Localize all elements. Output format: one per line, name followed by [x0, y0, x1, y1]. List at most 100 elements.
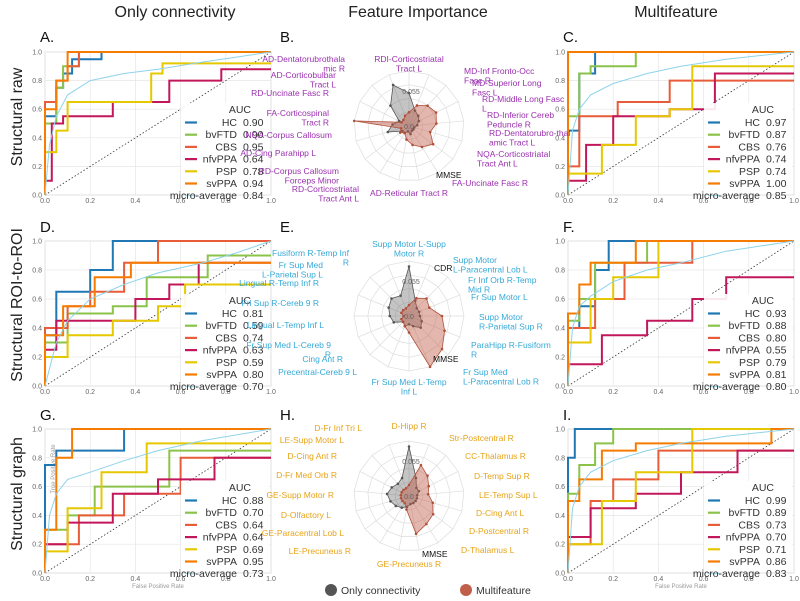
- radar-axis-label-cing-ant-r: Cing Ant R: [302, 354, 343, 364]
- legend-title: AUC: [752, 295, 775, 307]
- radar-axis-label-line: FA-Uncinate Fasc R: [452, 178, 528, 188]
- radar-point-multifeature: [434, 111, 438, 114]
- roc-panel-i: I. 0.00.0 0.2 0.2 0.4 0.4 0.6 0.6 0.8 0.8 1.0 1.0 Fa…: [555, 407, 799, 590]
- radar-spoke: [408, 265, 431, 317]
- roc-panels: A.0.00.00.20.20.40.40.60.60.80.81.01.0AU…: [32, 29, 799, 590]
- legend-auc-hc: 0.97: [766, 117, 787, 129]
- legend-name-cbs: CBS: [738, 519, 760, 531]
- radar-point-only-connectivity: [415, 486, 418, 490]
- roc-curve-bvftd: [567, 51, 794, 195]
- radar-point-multifeature: [401, 320, 405, 324]
- radar-axis-label-d-thalamus-l: D-Thalamus L: [461, 545, 515, 555]
- y-tick-label: 0.8: [555, 78, 565, 85]
- radar-axis-label-fa-uncinate-fasc-r: FA-Uncinate Fasc R: [452, 178, 528, 188]
- radar-point-multifeature: [431, 142, 435, 146]
- legend-auc-nfvppa: 0.63: [243, 345, 264, 357]
- roc-curve-svppa: [44, 51, 271, 195]
- legend-auc-psp: 0.71: [766, 544, 787, 556]
- radar-axis-label-line: GE-Paracentral Lob L: [262, 528, 344, 538]
- legend-auc-bvftd: 0.89: [766, 507, 787, 519]
- radar-spoke: [408, 471, 459, 497]
- radar-point-multifeature: [411, 143, 414, 147]
- column-title-multifeature: Multifeature: [634, 4, 718, 21]
- radar-point-only-connectivity: [414, 476, 418, 480]
- x-tick-label: 0.2: [85, 389, 95, 396]
- radar-axis-label-fusiform-r-temp-inf-r: Fusiform R-Temp Inf R: [272, 248, 350, 268]
- radar-axis-label-supp-motor-l-supp-motor-r: Supp Motor L-Supp Motor R: [372, 239, 446, 259]
- y-tick-label: 1.0: [555, 427, 565, 434]
- roc-curve-svppa: [567, 51, 794, 195]
- radar-point-only-connectivity: [414, 499, 417, 503]
- legend-box: [704, 103, 792, 193]
- radar-ring: [394, 111, 424, 140]
- roc-panel-c: C. 0.00.0 0.2 0.2 0.4 0.4 0.6 0.6 0.8 0.8 1.0 1.0 AU…: [555, 29, 799, 205]
- radar-axis-label-rd-dentatorubro-thalamic-tract-l: RD-Dentatorubro-thal amic Tract L: [489, 128, 570, 148]
- roc-curve-psp: [44, 62, 271, 195]
- radar-point-only-connectivity: [400, 476, 404, 480]
- radar-axis-label-rd-corticostriatal-tract-ant-l: RD-Corticostriatal Tract Ant L: [292, 184, 359, 204]
- roc-panel-a: A. 0.00.0 0.2 0.2 0.4 0.4 0.6 0.6 0.8 0.8 1.0 1.0 AU…: [32, 29, 276, 205]
- x-tick-label: 0.0: [40, 198, 50, 205]
- radar-point-multifeature: [428, 306, 431, 309]
- radar-axis-label-line: AD-Cing Parahipp L: [240, 148, 316, 158]
- radar-point-multifeature: [425, 297, 428, 300]
- radar-axis-label-fa-corticospinal-tract-r: FA-Corticospinal Tract R: [267, 108, 329, 128]
- radar-point-only-connectivity: [415, 306, 419, 310]
- radar-point-only-connectivity: [418, 314, 422, 318]
- radar-point-multifeature: [400, 121, 403, 124]
- radar-axis-label-line: MD-Inf Fronto-Occ: [464, 66, 535, 76]
- legend-auc-svppa: 0.94: [243, 178, 264, 190]
- legend-auc-svppa: 0.95: [243, 556, 264, 568]
- legend-auc-cbs: 0.80: [766, 332, 787, 344]
- roc-curve-nfvppa: [44, 456, 271, 573]
- radar-point-multifeature: [414, 532, 418, 536]
- radar-axis-label-line: Supp Motor: [479, 312, 523, 322]
- ring-label-center: 0.0: [404, 314, 414, 321]
- radar-point-multifeature: [405, 138, 408, 141]
- radar-axis-label-line: Tract L: [310, 80, 336, 90]
- radar-axis-label-line: Motor R: [394, 249, 424, 259]
- legend-auc-bvftd: 0.59: [243, 320, 264, 332]
- radar-axis-label-line: Tract L: [396, 64, 422, 74]
- radar-point-multifeature: [415, 104, 419, 107]
- legend-auc-svppa: 1.00: [766, 178, 787, 190]
- radar-ring: [394, 481, 424, 510]
- x-tick-label: 0.2: [608, 576, 618, 583]
- legend-auc-hc: 0.93: [766, 308, 787, 320]
- legend-name-nfvppa: nfvPPA: [203, 154, 237, 166]
- radar-axis-label-line: RD-Inferior Cereb: [487, 110, 554, 120]
- radar-point-multifeature: [425, 522, 428, 526]
- y-tick-label: 0.2: [32, 164, 42, 171]
- ring-label-outer: 0.055: [402, 279, 420, 286]
- x-tick-label: 0.8: [744, 198, 754, 205]
- y-tick-label: 1.0: [555, 50, 565, 57]
- radar-point-only-connectivity: [407, 91, 411, 95]
- radar-axis-label-line: D-Fr Med Orb R: [276, 470, 337, 480]
- legend-auc-svppa: 0.81: [766, 369, 787, 381]
- radar-spoke: [408, 125, 454, 160]
- radar-axis-label-d-hipp-r: D-Hipp R: [392, 421, 427, 431]
- x-tick-label: 1.0: [266, 198, 276, 205]
- radar-axis-label-line: RD-Dentatorubro-thal: [489, 128, 570, 138]
- radar-axis-label-line: Fr Sup Motor L: [471, 292, 528, 302]
- legend-auc-hc: 0.99: [766, 495, 787, 507]
- radar-ring: [367, 84, 451, 167]
- legend-name-nfvppa: nfvPPA: [726, 345, 760, 357]
- y-tick-label: 0.8: [32, 455, 42, 462]
- panel-label-g: G.: [40, 407, 56, 424]
- radar-axis-label-line: amic Tract L: [489, 138, 536, 148]
- radar-point-only-connectivity: [388, 314, 392, 318]
- radar-axis-label-le-supp-motor-l: LE-Supp Motor L: [280, 435, 345, 445]
- legend-auc-micro-average: 0.70: [243, 381, 264, 393]
- radar-axis-label-line: AD-Dentatorubrothala: [262, 54, 345, 64]
- radar-axis-label-line: Fusiform R-Temp Inf: [272, 248, 350, 258]
- radar-point-only-connectivity: [413, 109, 417, 112]
- panel-label-a: A.: [40, 29, 54, 46]
- roc-curve-psp: [567, 240, 794, 386]
- chance-diagonal: [567, 51, 795, 196]
- radar-axis-label-line: LE-Precuneus R: [289, 546, 351, 556]
- legend-name-svppa: svPPA: [206, 556, 237, 568]
- radar-point-only-connectivity: [409, 502, 412, 506]
